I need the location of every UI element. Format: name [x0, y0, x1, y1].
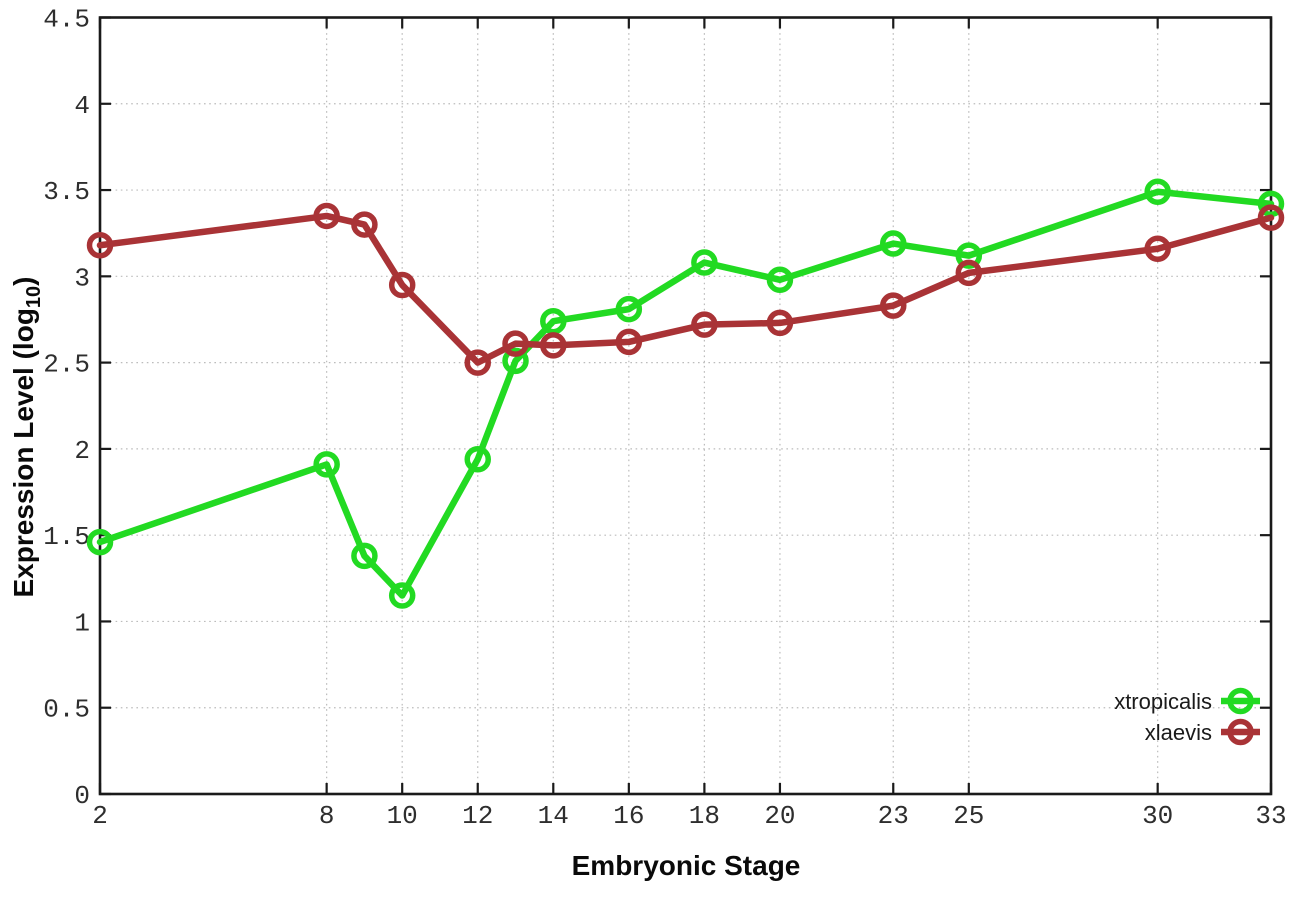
data-point-xtropicalis	[388, 582, 416, 609]
legend-marker-xtropicalis	[1227, 687, 1254, 715]
series-line-xtropicalis	[96, 188, 1275, 599]
data-point-xlaevis	[766, 309, 794, 337]
x-tick-label: 33	[1255, 801, 1286, 831]
x-tick-label: 16	[613, 801, 644, 831]
data-point-xlaevis	[502, 330, 529, 357]
data-point-xtropicalis	[880, 230, 907, 257]
y-tick-label: 1.5	[43, 522, 90, 552]
y-tick-label: 3.5	[43, 177, 90, 207]
x-tick-label: 2	[92, 801, 108, 831]
data-point-xtropicalis	[351, 542, 378, 570]
data-point-xlaevis	[1144, 235, 1171, 262]
x-tick-label: 12	[462, 801, 493, 831]
data-point-xtropicalis	[1144, 178, 1171, 206]
x-tick-label: 23	[878, 801, 909, 831]
series-line-xlaevis	[96, 212, 1275, 366]
data-point-xlaevis	[388, 271, 416, 299]
data-point-xtropicalis	[540, 307, 567, 335]
y-tick-label: 4.5	[43, 5, 90, 35]
legend-marker-xlaevis	[1227, 718, 1254, 746]
y-axis-title-text: Expression Level (log	[8, 308, 40, 598]
data-point-xlaevis	[615, 328, 643, 356]
y-axis-title-subscript: 10	[22, 285, 45, 309]
data-point-xtropicalis	[766, 266, 794, 294]
y-tick-label: 3	[74, 263, 90, 293]
data-point-xtropicalis	[1257, 190, 1285, 218]
data-point-xtropicalis	[615, 295, 643, 323]
y-tick-label: 2	[74, 436, 90, 466]
y-axis-title: Expression Level (log10)	[8, 277, 46, 598]
y-axis-title-close: )	[8, 276, 40, 286]
legend-label-xlaevis: xlaevis	[1145, 720, 1212, 745]
legend-label-xtropicalis: xtropicalis	[1114, 689, 1212, 714]
x-axis-title: Embryonic Stage	[571, 850, 801, 881]
x-tick-label: 20	[764, 801, 795, 831]
x-tick-label: 8	[319, 801, 335, 831]
x-tick-label: 14	[538, 801, 569, 831]
data-point-xlaevis	[351, 211, 378, 238]
x-tick-label: 10	[387, 801, 418, 831]
y-tick-label: 2.5	[43, 350, 90, 380]
data-point-xtropicalis	[464, 445, 491, 473]
y-tick-label: 4	[74, 91, 90, 121]
data-point-xtropicalis	[691, 249, 718, 276]
data-point-xlaevis	[540, 332, 567, 359]
data-point-xlaevis	[1257, 204, 1285, 231]
x-tick-label: 30	[1142, 801, 1173, 831]
data-point-xlaevis	[955, 259, 983, 287]
y-tick-label: 0.5	[43, 695, 90, 725]
data-point-xlaevis	[86, 232, 114, 259]
y-tick-label: 0	[74, 781, 90, 811]
data-point-xtropicalis	[502, 347, 529, 375]
data-point-xlaevis	[464, 349, 491, 376]
data-point-xtropicalis	[955, 242, 983, 269]
data-point-xlaevis	[691, 311, 718, 338]
y-tick-label: 1	[74, 608, 90, 638]
plot-border	[98, 16, 1273, 796]
x-tick-label: 18	[689, 801, 720, 831]
data-point-xlaevis	[880, 292, 907, 319]
data-point-xlaevis	[313, 202, 340, 230]
data-point-xtropicalis	[86, 528, 114, 556]
x-tick-label: 25	[953, 801, 984, 831]
data-point-xtropicalis	[313, 451, 340, 478]
